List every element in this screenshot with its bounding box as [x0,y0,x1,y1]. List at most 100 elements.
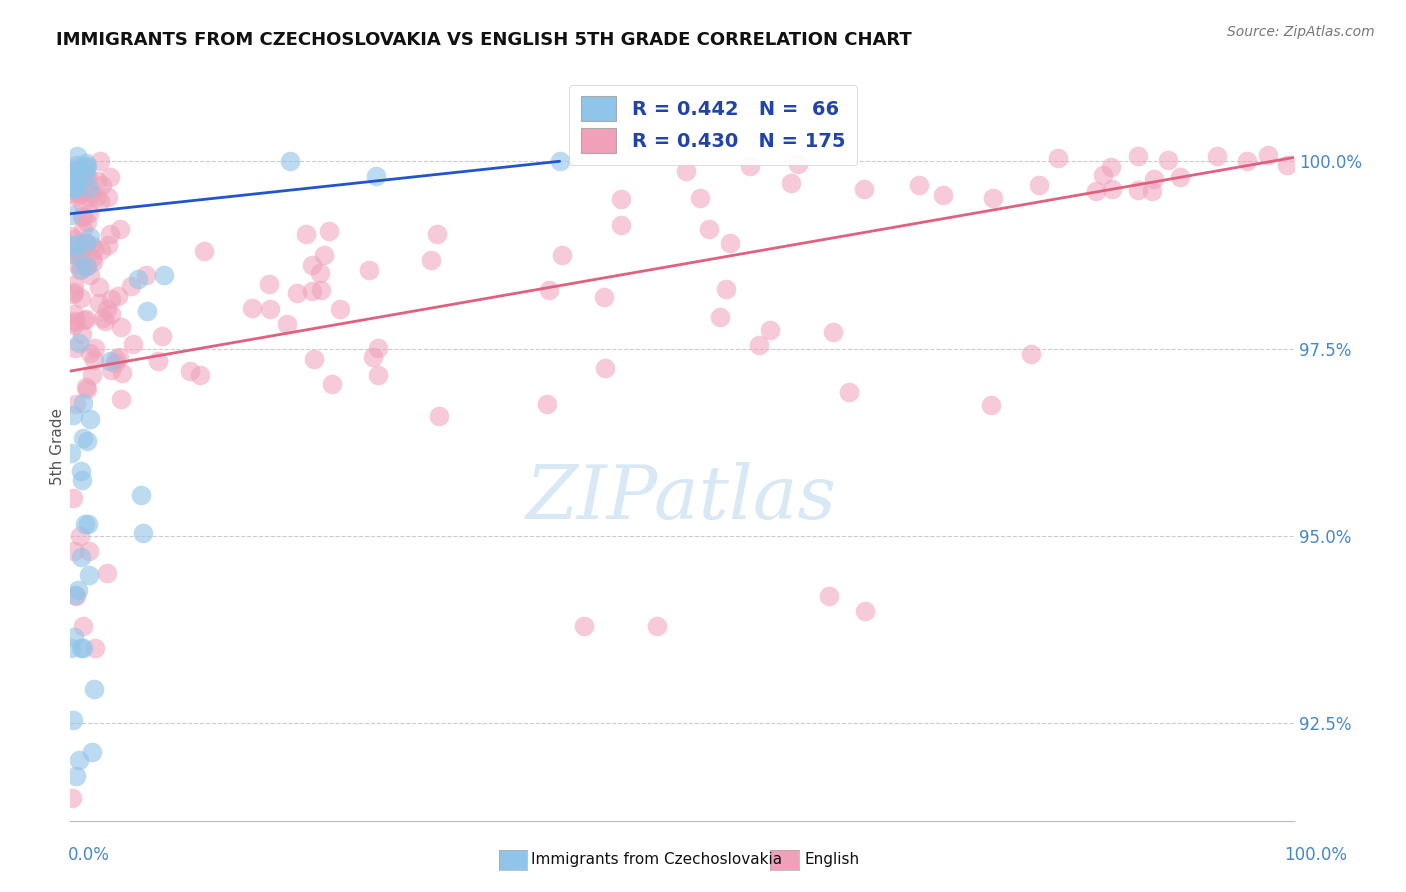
Text: 0.0%: 0.0% [67,846,110,863]
Point [60,315,83,329]
Point [67,248,90,262]
Point [1143,171,1166,186]
Point [66,149,89,163]
Point [69,167,91,181]
Point [60,237,83,252]
Point [63,182,86,196]
Point [70,327,93,342]
Point [67,582,90,597]
Point [83,243,105,257]
Point [153,268,176,282]
Point [75,236,97,251]
Point [98,169,121,184]
Point [65,769,87,783]
Point [59,228,82,243]
Point [62,408,84,422]
Point [548,154,571,169]
Point [1101,182,1123,196]
Point [79,412,101,426]
Point [538,283,561,297]
Point [87,280,110,294]
Point [77,517,100,532]
Point [110,320,132,334]
Point [1157,153,1180,168]
Point [359,263,381,277]
Point [67,161,90,175]
Point [59,178,82,193]
Y-axis label: 5th Grade: 5th Grade [49,408,65,484]
Point [77,544,100,558]
Point [367,368,389,382]
Point [59,208,82,222]
Point [82,254,104,268]
Point [361,350,384,364]
Point [135,304,157,318]
Point [69,529,91,543]
Point [70,251,93,265]
Point [63,232,86,246]
Point [1257,147,1279,161]
Point [75,160,97,174]
Point [96,301,118,316]
Point [72,221,94,235]
Point [83,353,105,368]
Point [100,307,122,321]
Point [59,246,82,260]
Point [69,187,91,202]
Point [107,289,129,303]
Point [1168,170,1191,185]
Point [366,169,388,184]
Point [60,791,83,805]
Point [193,244,215,259]
Point [1085,184,1108,198]
Point [100,293,122,307]
Point [65,178,87,193]
Point [309,283,332,297]
Point [309,266,332,280]
Point [65,313,87,327]
Point [108,351,131,365]
Point [62,169,84,184]
Point [84,341,107,355]
Point [67,335,90,350]
Point [240,301,263,316]
Point [60,169,83,183]
Point [718,235,741,250]
Point [80,238,103,252]
Point [610,192,633,206]
Point [714,282,737,296]
Point [98,354,121,368]
Point [77,206,100,220]
Point [69,753,91,767]
Point [91,311,114,326]
Point [72,641,94,656]
Point [70,209,93,223]
Point [110,392,132,406]
Point [65,397,87,411]
Point [83,641,105,656]
Point [314,248,336,262]
Point [65,164,87,178]
Point [321,376,343,391]
Point [70,473,93,487]
Point [1206,149,1229,163]
Point [675,164,697,178]
Point [76,434,98,448]
Point [63,588,86,602]
Point [72,312,94,326]
Point [72,161,94,175]
Point [72,196,94,211]
Point [87,296,110,310]
Point [60,181,83,195]
Point [100,363,122,377]
Point [63,164,86,178]
Point [932,187,955,202]
Point [699,222,721,236]
Point [329,302,352,317]
Point [66,189,89,203]
Point [60,446,83,460]
Point [82,252,104,266]
Point [76,382,98,396]
Text: IMMIGRANTS FROM CZECHOSLOVAKIA VS ENGLISH 5TH GRADE CORRELATION CHART: IMMIGRANTS FROM CZECHOSLOVAKIA VS ENGLIS… [56,31,912,49]
Point [748,337,770,351]
